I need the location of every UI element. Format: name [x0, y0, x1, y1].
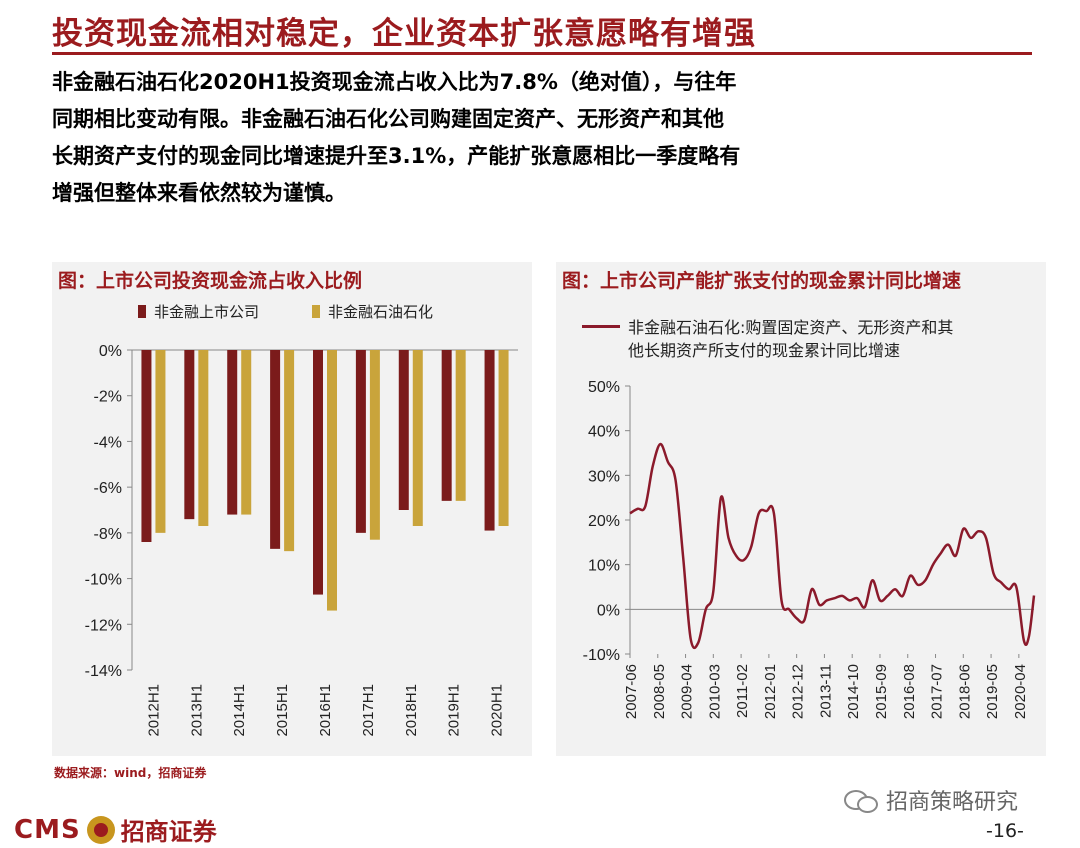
logo-cms-text: CMS	[14, 814, 81, 845]
line-x-tick-label: 2008-05	[651, 664, 668, 719]
bar-y-tick-label: -14%	[85, 663, 122, 680]
bar-series-2-bar	[241, 350, 252, 515]
wechat-watermark: 招商策略研究	[844, 784, 1018, 816]
line-legend: 非金融石油石化:购置固定资产、无形资产和其 他长期资产所支付的现金累计同比增速	[582, 316, 953, 362]
bar-y-tick-label: 0%	[99, 343, 122, 360]
line-legend-label: 非金融石油石化:购置固定资产、无形资产和其 他长期资产所支付的现金累计同比增速	[628, 316, 953, 362]
company-logo: CMS 招商证券	[14, 812, 217, 847]
logo-badge-icon	[86, 815, 115, 844]
bar-series-1-bar	[484, 350, 495, 531]
bar-series-1-bar	[398, 350, 409, 510]
line-x-tick-label: 2012-01	[762, 664, 779, 719]
bar-series-2-bar	[369, 350, 380, 540]
bar-series-1-bar	[184, 350, 195, 520]
line-x-tick-label: 2007-06	[623, 664, 640, 719]
bar-series-1-bar	[227, 350, 238, 515]
bar-series-1-bar	[313, 350, 323, 595]
bar-series-2-bar	[455, 350, 466, 501]
logo-company-name: 招商证券	[120, 818, 217, 846]
line-x-tick-label: 2019-05	[984, 664, 1001, 719]
bar-series-1-bar	[441, 350, 452, 501]
line-x-tick-label: 2020-04	[1012, 664, 1029, 719]
line-y-tick-label: -10%	[583, 647, 620, 664]
headline-rule	[52, 52, 1032, 55]
lead-paragraph: 非金融石油石化2020H1投资现金流占收入比为7.8%（绝对值），与往年 同期相…	[52, 64, 1042, 212]
bar-chart-title: 图：上市公司投资现金流占收入比例	[58, 270, 363, 292]
line-series-path	[629, 442, 1036, 650]
bar-series-2-bar	[498, 350, 509, 526]
line-x-tick-label: 2013-11	[817, 664, 834, 718]
bar-series-1-bar	[270, 350, 281, 549]
line-y-tick-label: 10%	[588, 558, 620, 575]
lead-line-1: 非金融石油石化2020H1投资现金流占收入比为7.8%（绝对值），与往年	[52, 70, 737, 94]
bar-chart-panel: 图：上市公司投资现金流占收入比例 非金融上市公司 非金融石油石化 0% -2% -4…	[52, 262, 532, 756]
bar-x-tick-label: 2013H1	[188, 684, 205, 737]
line-x-tick-label: 2015-09	[873, 664, 890, 719]
line-x-tick-label: 2010-03	[706, 664, 723, 719]
line-legend-label-line-1: 非金融石油石化:购置固定资产、无形资产和其	[628, 318, 954, 337]
bar-series-2-bar	[198, 350, 209, 526]
bar-x-tick-label: 2018H1	[403, 684, 420, 737]
bar-x-tick-label: 2014H1	[231, 684, 248, 737]
line-x-tick-label: 2009-04	[679, 664, 696, 719]
bar-legend-swatch-1	[138, 305, 146, 318]
bar-legend-label-2: 非金融石油石化	[328, 303, 434, 321]
bar-x-tick-label: 2016H1	[317, 684, 334, 737]
bar-y-tick-label: -8%	[94, 526, 122, 543]
watermark-text: 招商策略研究	[886, 790, 1019, 815]
bar-series-1-bar	[141, 350, 152, 542]
line-x-tick-label: 2011-02	[734, 664, 751, 718]
bar-legend-item-1: 非金融上市公司	[138, 301, 259, 322]
bar-chart-plot: 0% -2% -4% -6% -8% -10% -12% -14% 2012H1 2013H1 20…	[85, 343, 518, 737]
line-x-tick-label: 2018-06	[956, 664, 973, 719]
line-x-tick-label: 2016-08	[901, 664, 918, 719]
line-y-tick-label: 20%	[588, 513, 620, 530]
bar-series-2-bar	[155, 350, 166, 533]
page-headline: 投资现金流相对稳定，企业资本扩张意愿略有增强	[52, 16, 756, 52]
bar-x-tick-label: 2019H1	[446, 684, 463, 737]
line-y-tick-label: 40%	[588, 424, 620, 441]
line-x-tick-label: 2012-12	[790, 664, 807, 719]
lead-line-3: 长期资产支付的现金同比增速提升至3.1%，产能扩张意愿相比一季度略有	[52, 144, 741, 168]
line-chart-panel: 图：上市公司产能扩张支付的现金累计同比增速 非金融石油石化:购置固定资产、无形资…	[556, 262, 1046, 756]
line-x-tick-label: 2017-07	[929, 664, 946, 719]
bar-legend-label-1: 非金融上市公司	[154, 303, 260, 321]
bar-y-tick-label: -4%	[94, 434, 122, 451]
bar-series-1-bar	[355, 350, 366, 533]
bar-x-tick-label: 2012H1	[145, 684, 162, 737]
bar-x-tick-label: 2017H1	[360, 684, 377, 737]
bar-legend-item-2: 非金融石油石化	[312, 301, 433, 322]
bar-x-tick-label: 2020H1	[489, 684, 506, 737]
line-x-tick-label: 2014-10	[845, 664, 862, 719]
page-number: -16-	[986, 820, 1024, 842]
line-chart-title: 图：上市公司产能扩张支付的现金累计同比增速	[562, 270, 962, 292]
bar-legend-swatch-2	[312, 305, 320, 318]
bar-x-tick-label: 2015H1	[274, 684, 291, 737]
bar-y-tick-label: -12%	[85, 617, 122, 634]
bar-series-2-bar	[412, 350, 423, 526]
line-legend-label-line-2: 他长期资产所支付的现金累计同比增速	[628, 341, 901, 360]
bar-y-tick-label: -10%	[85, 572, 122, 589]
line-y-tick-label: 30%	[588, 468, 620, 485]
bar-y-tick-label: -2%	[94, 389, 122, 406]
bar-series-2-bar	[284, 350, 295, 552]
bar-series-2-bar	[327, 350, 337, 611]
line-legend-swatch	[582, 325, 620, 328]
line-y-tick-label: 50%	[588, 379, 620, 396]
source-note: 数据来源：wind，招商证券	[54, 766, 207, 780]
bar-y-tick-label: -6%	[94, 480, 122, 497]
lead-line-2: 同期相比变动有限。非金融石油石化公司购建固定资产、无形资产和其他	[52, 107, 724, 131]
wechat-icon	[844, 788, 878, 813]
lead-line-4: 增强但整体来看依然较为谨慎。	[52, 181, 346, 205]
line-y-tick-label: 0%	[597, 602, 620, 619]
line-chart-plot: 50% 40% 30% 20% 10% 0% -10%2007-06 2008-05 2009-…	[583, 379, 1036, 719]
